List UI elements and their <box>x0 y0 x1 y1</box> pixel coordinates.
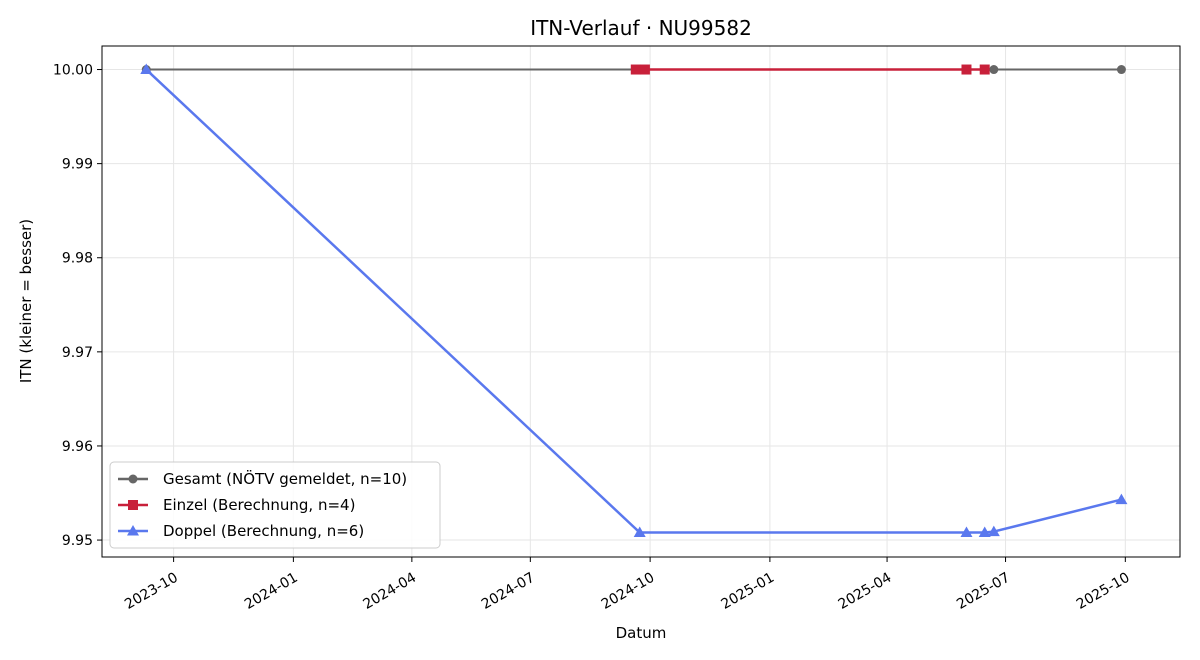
data-point <box>1115 493 1128 505</box>
x-tick-label: 2025-04 <box>836 570 895 613</box>
data-point <box>633 526 646 538</box>
series-3 <box>140 63 1128 538</box>
y-tick-label: 9.98 <box>62 251 93 267</box>
x-tick-label: 2024-07 <box>479 570 538 613</box>
y-axis-label: ITN (kleiner = besser) <box>17 219 35 383</box>
chart-title: ITN-Verlauf · NU99582 <box>530 16 752 40</box>
data-point <box>630 64 641 75</box>
y-tick-label: 9.97 <box>62 345 93 361</box>
legend-marker <box>128 500 138 510</box>
x-tick-label: 2025-10 <box>1074 570 1133 613</box>
y-axis-ticks: 10.00 9.99 9.98 9.97 9.96 9.95 <box>53 63 102 549</box>
data-point <box>639 64 650 75</box>
y-tick-label: 9.99 <box>62 157 93 173</box>
data-point <box>979 64 990 75</box>
series-2 <box>630 64 990 75</box>
x-axis-label: Datum <box>616 624 667 642</box>
series-line <box>145 68 1122 534</box>
data-point <box>987 525 1000 537</box>
data-point <box>1116 65 1126 75</box>
legend-label: Einzel (Berechnung, n=4) <box>163 496 355 514</box>
x-tick-label: 2023-10 <box>122 570 181 613</box>
y-tick-label: 10.00 <box>53 63 93 79</box>
data-point <box>978 526 991 538</box>
legend-label: Gesamt (NÖTV gemeldet, n=10) <box>163 469 407 488</box>
legend-entry: Einzel (Berechnung, n=4) <box>118 496 355 514</box>
data-point <box>140 63 153 75</box>
legend: Gesamt (NÖTV gemeldet, n=10) Einzel (Bere… <box>109 461 441 549</box>
legend-box <box>109 461 441 549</box>
plot-area <box>101 45 1181 558</box>
legend-marker <box>127 525 139 536</box>
legend-entry: Gesamt (NÖTV gemeldet, n=10) <box>118 469 407 488</box>
series-layer <box>140 63 1128 538</box>
y-tick-label: 9.96 <box>62 439 93 455</box>
x-tick-label: 2025-07 <box>954 570 1013 613</box>
x-tick-label: 2024-04 <box>360 570 419 613</box>
data-point <box>989 65 999 75</box>
data-point <box>961 64 972 75</box>
x-axis-ticks: 2023-10 2024-01 2024-04 2024-07 2024-10 2025-… <box>122 557 1133 613</box>
x-tick-label: 2024-10 <box>599 570 658 613</box>
data-point <box>960 526 973 538</box>
legend-entry: Doppel (Berechnung, n=6) <box>118 522 364 540</box>
y-tick-label: 9.95 <box>62 533 93 549</box>
x-tick-label: 2025-01 <box>718 570 777 613</box>
x-tick-label: 2024-01 <box>242 570 301 613</box>
legend-marker <box>128 474 138 484</box>
legend-label: Doppel (Berechnung, n=6) <box>163 522 364 540</box>
